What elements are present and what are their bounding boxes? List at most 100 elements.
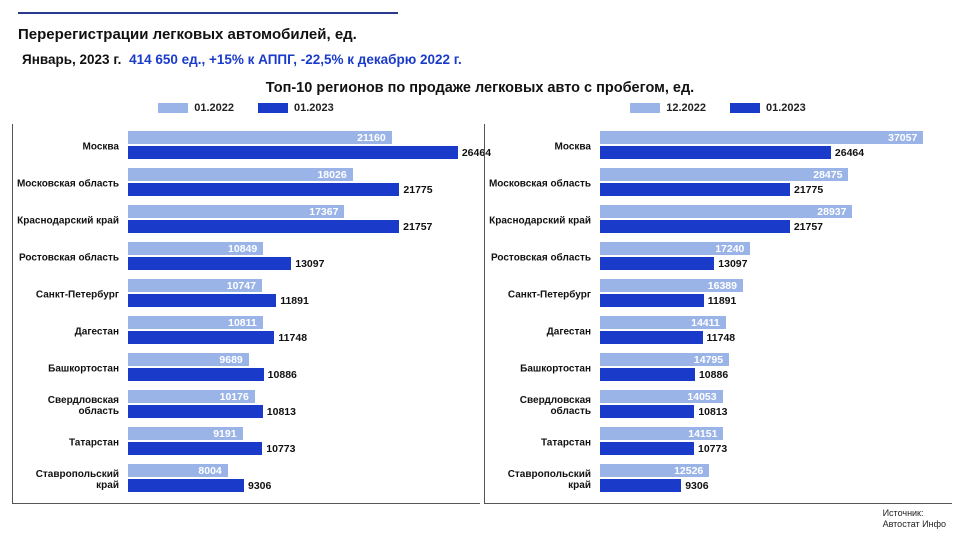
- chart-title: Топ-10 регионов по продаже легковых авто…: [0, 80, 960, 96]
- value-label: 18026: [317, 169, 346, 181]
- source-credit: Источник: Автостат Инфо: [883, 508, 946, 530]
- value-label: 14053: [687, 391, 716, 403]
- value-label: 28937: [817, 206, 846, 218]
- value-label: 10849: [228, 243, 257, 255]
- bar: 18026: [128, 168, 353, 181]
- category-label: Санкт-Петербург: [13, 289, 123, 300]
- bar-area: 125269306: [600, 461, 948, 498]
- bar: 11748: [600, 331, 703, 344]
- chart-row: Краснодарский край 28937 21757: [485, 202, 952, 239]
- source-name: Автостат Инфо: [883, 519, 946, 529]
- value-label: 9191: [213, 428, 236, 440]
- legend-item: 12.2022: [630, 102, 706, 114]
- value-label: 16389: [708, 280, 737, 292]
- value-label: 14795: [694, 354, 723, 366]
- bar: 11748: [128, 331, 274, 344]
- bar: 21757: [600, 220, 790, 233]
- value-label: 10886: [699, 369, 728, 381]
- value-label: 10176: [220, 391, 249, 403]
- category-label: Ставропольский край: [485, 469, 595, 491]
- legend-label: 01.2023: [766, 102, 806, 114]
- category-label: Ростовская область: [13, 252, 123, 263]
- category-label: Краснодарский край: [485, 215, 595, 226]
- bar: 9191: [128, 427, 243, 440]
- bar: 8004: [128, 464, 228, 477]
- legend-swatch-a: [158, 103, 188, 113]
- chart-row: Башкортостан 14795 10886: [485, 350, 952, 387]
- chart-panel-left: 01.2022 01.2023 Москва 21160 26464 Московск…: [12, 102, 480, 522]
- bar-area: 1074711891: [128, 276, 476, 313]
- period-label: Январь, 2023 г.: [22, 52, 121, 67]
- chart-row: Свердловская область1017610813: [13, 387, 480, 424]
- chart-row: Москва 21160 26464: [13, 128, 480, 165]
- bar: 10813: [600, 405, 694, 418]
- legend-label: 01.2022: [194, 102, 234, 114]
- bar: 10176: [128, 390, 255, 403]
- chart-row: Москва3705726464: [485, 128, 952, 165]
- chart-row: Санкт-Петербург1638911891: [485, 276, 952, 313]
- category-label: Москва: [13, 141, 123, 152]
- value-label: 11748: [278, 332, 307, 344]
- category-label: Дагестан: [485, 326, 595, 337]
- bar: 37057: [600, 131, 923, 144]
- bar: 28937: [600, 205, 852, 218]
- bar-area: 9191 10773: [128, 424, 476, 461]
- chart-row: Санкт-Петербург 1074711891: [13, 276, 480, 313]
- legend-swatch-b: [730, 103, 760, 113]
- category-label: Свердловская область: [485, 395, 595, 417]
- chart-row: Московская область2847521775: [485, 165, 952, 202]
- bar: 14795: [600, 353, 729, 366]
- value-label: 14151: [688, 428, 717, 440]
- legend-left: 01.2022 01.2023: [12, 102, 480, 114]
- bar: 11891: [600, 294, 704, 307]
- bar: 10886: [600, 368, 695, 381]
- value-label: 21160: [357, 132, 386, 144]
- value-label: 10773: [266, 443, 295, 455]
- bar: 9689: [128, 353, 249, 366]
- value-label: 10811: [228, 317, 257, 329]
- value-label: 10886: [268, 369, 297, 381]
- chart-row: Краснодарский край1736721757: [13, 202, 480, 239]
- bar-area: 14053 10813: [600, 387, 948, 424]
- value-label: 21775: [403, 184, 432, 196]
- category-label: Башкортостан: [485, 363, 595, 374]
- value-label: 8004: [198, 465, 221, 477]
- bar: 13097: [128, 257, 291, 270]
- bar: 10811: [128, 316, 263, 329]
- chart-row: Дагестан 1441111748: [485, 313, 952, 350]
- bar: 10773: [128, 442, 262, 455]
- category-label: Московская область: [13, 178, 123, 189]
- legend-right: 12.2022 01.2023: [484, 102, 952, 114]
- value-label: 9689: [219, 354, 242, 366]
- bar-area: 16389 11891: [600, 276, 948, 313]
- category-label: Московская область: [485, 178, 595, 189]
- category-label: Свердловская область: [13, 395, 123, 417]
- bar-area: 1441111748: [600, 313, 948, 350]
- bar: 26464: [128, 146, 458, 159]
- legend-swatch-a: [630, 103, 660, 113]
- bar-area: 28937 21757: [600, 202, 948, 239]
- bar: 16389: [600, 279, 743, 292]
- bar-area: 9689 10886: [128, 350, 476, 387]
- bar-area: 10811 11748: [128, 313, 476, 350]
- value-label: 21775: [794, 184, 823, 196]
- value-label: 11748: [707, 332, 736, 344]
- bar: 14151: [600, 427, 723, 440]
- value-label: 13097: [295, 258, 324, 270]
- chart-row: Московская область 18026 21775: [13, 165, 480, 202]
- chart-row: Дагестан1081111748: [13, 313, 480, 350]
- chart-row: Свердловская область 14053 10813: [485, 387, 952, 424]
- bar: 10886: [128, 368, 264, 381]
- bar-area: 18026 21775: [128, 165, 476, 202]
- summary-stat: 414 650 ед., +15% к АППГ, -22,5% к декаб…: [129, 52, 462, 67]
- header-rule: [18, 12, 398, 14]
- bar: 10849: [128, 242, 263, 255]
- header: Перерегистрации легковых автомобилей, ед…: [18, 26, 357, 43]
- chart-row: Татарстан1415110773: [485, 424, 952, 461]
- bar: 12526: [600, 464, 709, 477]
- bar: 17367: [128, 205, 344, 218]
- value-label: 17367: [309, 206, 338, 218]
- legend-item: 01.2023: [730, 102, 806, 114]
- category-label: Ростовская область: [485, 252, 595, 263]
- value-label: 11891: [280, 295, 309, 307]
